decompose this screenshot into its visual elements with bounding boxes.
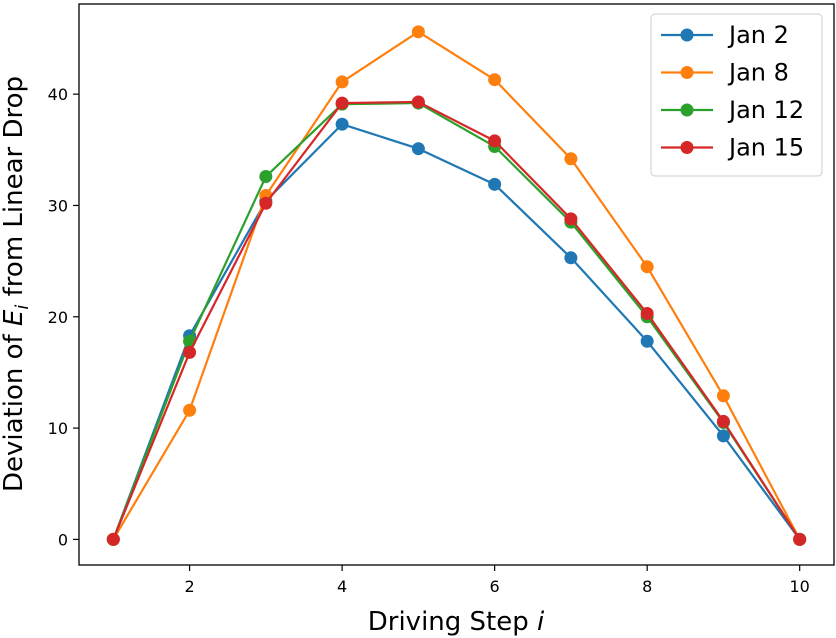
- data-point-s1-1: [183, 403, 197, 417]
- data-point-s3-6: [564, 212, 578, 226]
- y-axis-ticks: 0 10 20 30 40: [48, 85, 79, 549]
- data-point-s0-8: [716, 429, 730, 443]
- series-line-0: [112, 123, 801, 541]
- y-axis-label: Deviation of Ei from Linear Drop: [0, 76, 33, 492]
- data-point-s3-7: [640, 306, 654, 320]
- data-point-s3-3: [335, 96, 349, 110]
- data-point-s3-0: [106, 532, 120, 546]
- x-tick-label-3: 8: [642, 577, 652, 596]
- data-point-s2-2: [259, 170, 273, 184]
- data-point-s0-4: [411, 142, 425, 156]
- x-tick-label-2: 6: [490, 577, 500, 596]
- data-point-s1-8: [716, 389, 730, 403]
- data-point-s0-3: [335, 117, 349, 131]
- legend-entry-2: Jan 12: [661, 96, 804, 124]
- legend-label-0: Jan 2: [727, 21, 789, 49]
- legend-entries: Jan 2 Jan 8 Jan 12 Jan 15: [661, 21, 804, 162]
- data-point-s3-8: [716, 414, 730, 428]
- legend-entry-3: Jan 15: [661, 134, 804, 162]
- data-point-s3-5: [488, 134, 502, 148]
- data-point-s1-5: [488, 73, 502, 87]
- x-tick-label-0: 2: [184, 577, 194, 596]
- series-line-3: [112, 100, 801, 540]
- data-point-s3-4: [411, 95, 425, 109]
- legend-label-2: Jan 12: [727, 96, 804, 124]
- plot-frame: [78, 3, 835, 566]
- data-point-s3-9: [793, 532, 807, 546]
- data-point-s3-2: [259, 196, 273, 210]
- data-point-s1-4: [411, 25, 425, 39]
- legend-marker-3: [680, 141, 694, 154]
- y-tick-label-2: 20: [48, 308, 68, 327]
- series-3: [106, 95, 807, 546]
- series-line-2: [112, 101, 801, 540]
- legend: Jan 2 Jan 8 Jan 12 Jan 15: [650, 13, 823, 177]
- legend-frame: [650, 13, 823, 177]
- x-axis-ticks: 2 4 6 8 10: [184, 565, 810, 596]
- data-point-s0-6: [564, 251, 578, 265]
- y-tick-label-1: 10: [48, 419, 68, 438]
- series-layer: [106, 25, 807, 546]
- legend-marker-0: [680, 28, 694, 42]
- data-point-s3-1: [183, 345, 197, 359]
- legend-label-1: Jan 8: [727, 59, 789, 87]
- data-point-s0-7: [640, 334, 654, 348]
- data-point-s1-6: [564, 152, 578, 166]
- legend-label-3: Jan 15: [727, 134, 804, 162]
- x-tick-label-1: 4: [337, 577, 347, 596]
- y-tick-label-3: 30: [48, 196, 68, 215]
- data-point-s1-7: [640, 260, 654, 274]
- legend-entry-0: Jan 2: [661, 21, 789, 49]
- legend-marker-2: [680, 103, 694, 117]
- legend-entry-1: Jan 8: [661, 59, 789, 87]
- y-tick-label-4: 40: [48, 85, 68, 104]
- legend-marker-1: [680, 66, 694, 79]
- data-point-s0-5: [488, 177, 502, 191]
- x-tick-label-4: 10: [790, 577, 810, 596]
- y-tick-label-0: 0: [58, 530, 68, 549]
- x-axis-label: Driving Step i: [368, 607, 545, 637]
- series-line-1: [112, 30, 801, 540]
- data-point-s1-3: [335, 75, 349, 89]
